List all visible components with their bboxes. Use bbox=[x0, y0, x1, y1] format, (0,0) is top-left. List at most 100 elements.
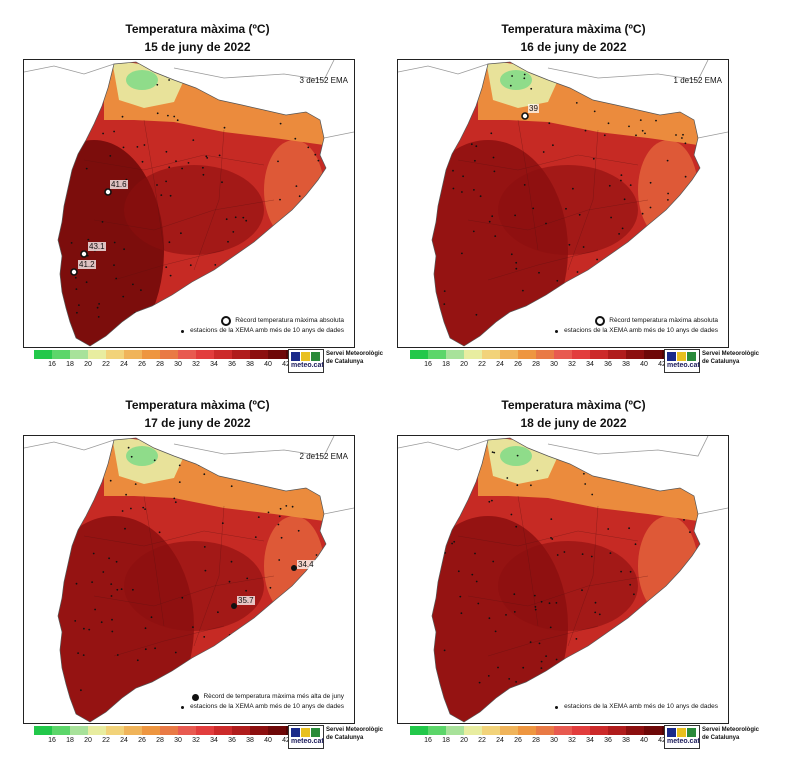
colorbar-ticks: 16 18 20 22 24 26 28 30 32 34 36 38 40 42 bbox=[410, 737, 680, 747]
colorbar-swatch bbox=[124, 350, 142, 359]
station-dot bbox=[649, 206, 652, 209]
station-dot bbox=[656, 445, 659, 448]
colorbar-tick-label: 34 bbox=[586, 737, 594, 744]
station-dot bbox=[221, 181, 223, 184]
catalonia-map-svg bbox=[398, 436, 728, 723]
station-dot bbox=[477, 602, 480, 605]
station-dot bbox=[307, 245, 310, 248]
station-dot bbox=[291, 505, 294, 508]
colorbar-swatch bbox=[52, 350, 70, 359]
station-dot bbox=[294, 137, 297, 140]
station-dot bbox=[515, 267, 518, 270]
station-dot bbox=[446, 534, 449, 536]
record-value: 41.2 bbox=[78, 260, 96, 269]
station-dot bbox=[80, 520, 83, 522]
station-dot bbox=[492, 560, 495, 563]
station-dot bbox=[555, 602, 558, 604]
station-dot bbox=[315, 554, 318, 556]
station-dot bbox=[203, 546, 206, 548]
station-dot bbox=[221, 522, 224, 525]
station-dot bbox=[283, 680, 286, 682]
station-dot bbox=[212, 669, 214, 672]
station-dot bbox=[534, 606, 537, 608]
colorbar-tick-label: 26 bbox=[138, 737, 146, 744]
station-dot bbox=[165, 266, 168, 268]
station-dot bbox=[181, 596, 184, 599]
colorbar-swatch bbox=[590, 726, 608, 735]
colorbar-tick-label: 20 bbox=[460, 361, 468, 368]
station-dot bbox=[168, 166, 171, 169]
station-dot bbox=[75, 288, 78, 290]
colorbar-swatch bbox=[608, 726, 626, 735]
station-dot bbox=[287, 592, 290, 594]
colorbar-swatch bbox=[268, 726, 286, 735]
station-dot bbox=[629, 649, 632, 652]
station-dot bbox=[245, 642, 247, 644]
station-dot bbox=[540, 660, 543, 663]
colorbar-tick-label: 40 bbox=[264, 737, 272, 744]
station-dot bbox=[634, 543, 637, 546]
colorbar-swatch bbox=[160, 350, 178, 359]
station-dot bbox=[628, 73, 631, 76]
meteocat-logo: meteo.cat bbox=[288, 725, 324, 749]
station-dot bbox=[556, 454, 559, 457]
colorbar-swatch bbox=[124, 726, 142, 735]
station-dot bbox=[491, 215, 494, 218]
station-dot bbox=[245, 589, 248, 592]
station-dot bbox=[76, 73, 79, 76]
station-dot bbox=[555, 658, 558, 661]
neighbour-border bbox=[24, 436, 354, 515]
colorbar-tick-label: 18 bbox=[442, 361, 450, 368]
station-dot bbox=[461, 191, 463, 193]
station-dot bbox=[88, 628, 91, 631]
station-dot bbox=[127, 446, 130, 449]
station-dot bbox=[453, 485, 456, 488]
station-dot bbox=[313, 206, 315, 209]
station-dot bbox=[459, 595, 462, 598]
colorbar-swatch bbox=[626, 726, 644, 735]
station-dot bbox=[295, 185, 298, 187]
colorbar-tick-label: 28 bbox=[532, 737, 540, 744]
catalonia-map-svg bbox=[24, 60, 354, 347]
station-dot bbox=[156, 83, 159, 86]
colorbar-swatch bbox=[70, 726, 88, 735]
station-dot bbox=[181, 167, 184, 170]
colorbar-swatch bbox=[178, 726, 196, 735]
station-dot bbox=[450, 489, 452, 492]
station-dot bbox=[110, 595, 113, 597]
station-dot bbox=[280, 82, 283, 85]
station-dot bbox=[681, 466, 683, 469]
station-dot bbox=[473, 189, 475, 191]
station-dot bbox=[263, 101, 265, 103]
station-dot bbox=[233, 651, 236, 653]
station-dot bbox=[176, 119, 179, 122]
colorbar-tick-label: 18 bbox=[66, 361, 74, 368]
colorbar-swatch bbox=[268, 350, 286, 359]
colorbar-ticks: 16 18 20 22 24 26 28 30 32 34 36 38 40 42 bbox=[34, 737, 304, 747]
station-dot bbox=[594, 611, 597, 614]
station-dot bbox=[178, 481, 181, 483]
station-dot bbox=[134, 483, 137, 485]
colorbar-swatch bbox=[106, 350, 124, 359]
station-dot bbox=[187, 162, 190, 164]
station-dot bbox=[80, 480, 83, 483]
cold-zone bbox=[126, 446, 158, 466]
comarca-borders bbox=[83, 119, 275, 281]
colorbar-ticks: 16 18 20 22 24 26 28 30 32 34 36 38 40 42 bbox=[34, 361, 304, 371]
station-dot bbox=[515, 525, 518, 528]
station-dot bbox=[96, 306, 99, 309]
station-dot bbox=[509, 84, 512, 87]
station-dot bbox=[608, 184, 611, 187]
station-dot bbox=[637, 656, 640, 659]
colorbar-tick-label: 16 bbox=[48, 737, 56, 744]
station-dot bbox=[689, 259, 692, 262]
station-dot bbox=[76, 97, 79, 100]
station-dot bbox=[551, 538, 554, 540]
station-dot bbox=[108, 557, 110, 560]
station-dot bbox=[491, 499, 493, 502]
station-dot bbox=[167, 114, 169, 117]
colorbar-swatch bbox=[446, 350, 464, 359]
station-dot bbox=[542, 151, 545, 153]
station-dot bbox=[491, 451, 494, 453]
record-ring-icon bbox=[221, 316, 232, 326]
